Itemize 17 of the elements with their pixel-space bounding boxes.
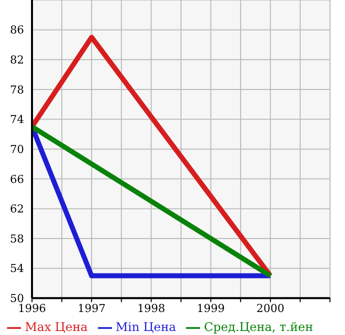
x-tick-label: 1998	[137, 302, 166, 315]
y-tick-label: 74	[10, 113, 24, 126]
y-tick-label: 78	[10, 83, 24, 96]
x-tick-label: 1997	[78, 302, 106, 315]
legend-label: Max Цена	[24, 320, 88, 334]
y-tick-label: 86	[10, 24, 24, 37]
legend-label: Min Цена	[116, 320, 176, 334]
x-tick-label: 2000	[256, 302, 284, 315]
x-tick-label: 1996	[18, 302, 46, 315]
legend-label: Сред.Цена, т.йен	[204, 320, 314, 334]
y-tick-label: 70	[10, 142, 24, 156]
y-tick-label: 58	[10, 232, 24, 246]
x-tick-label: 1999	[196, 302, 225, 315]
y-tick-label: 66	[10, 172, 24, 186]
y-tick-label: 62	[10, 202, 24, 216]
y-tick-label: 54	[10, 262, 24, 276]
y-tick-label: 82	[10, 54, 24, 67]
